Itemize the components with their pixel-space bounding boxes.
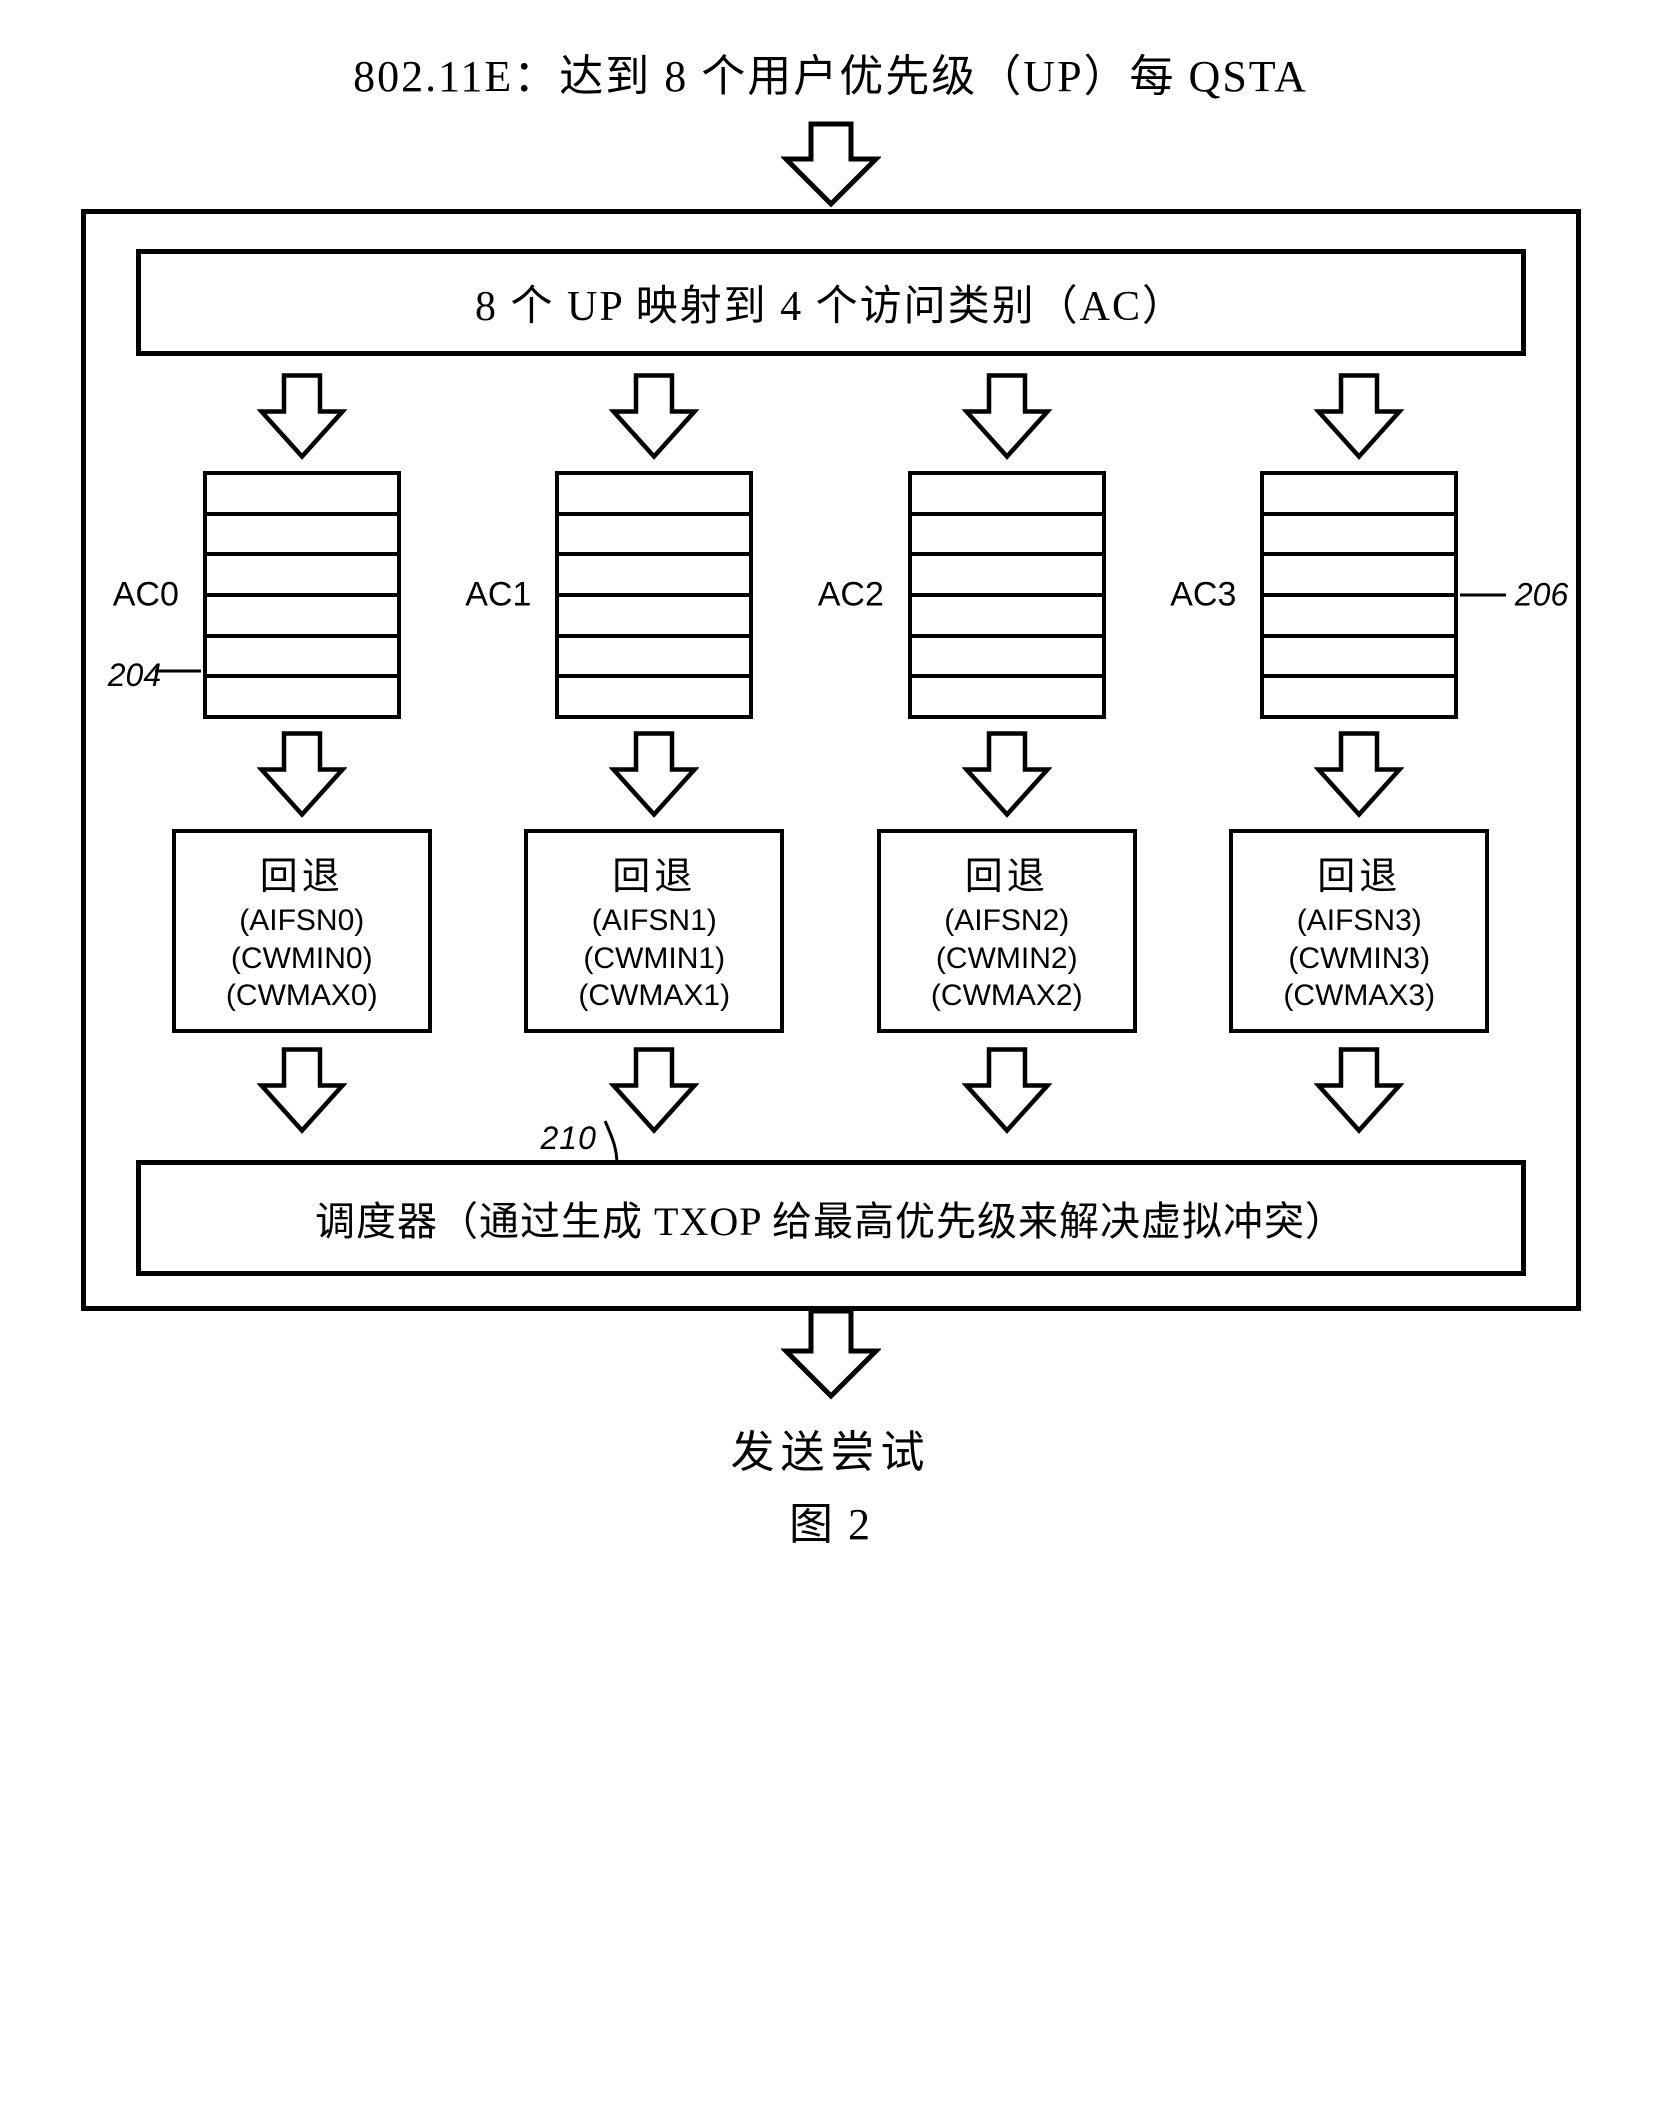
queue-slot (912, 556, 1102, 597)
backoff-column: 回退(AIFSN3)(CWMIN3)(CWMAX3) (1183, 819, 1536, 1033)
leader-line-icon (1456, 585, 1506, 605)
backoff-param: (CWMAX0) (182, 977, 422, 1015)
diagram-title: 802.11E：达到 8 个用户优先级（UP）每 QSTA (40, 40, 1621, 104)
backoff-param: (CWMAX1) (534, 977, 774, 1015)
queue-slot (559, 597, 749, 638)
arrow-down-icon (257, 1045, 347, 1135)
backoff-param: (CWMAX2) (887, 977, 1127, 1015)
reference-label: 206 (1515, 577, 1568, 614)
arrow-down-icon (962, 1045, 1052, 1135)
queue-box (203, 471, 401, 719)
backoff-title: 回退 (1239, 845, 1479, 900)
scheduler-ref-label: 210 (541, 1120, 597, 1157)
backoff-column: 回退(AIFSN1)(CWMIN1)(CWMAX1) (478, 819, 831, 1033)
backoff-title: 回退 (887, 845, 1127, 900)
columns-queues: AC0204 AC1 AC2 AC3206 (126, 461, 1536, 729)
columns-row-arrows-3 (126, 1045, 1536, 1135)
queue-column: AC2 (831, 461, 1184, 729)
scheduler-box: 210 调度器（通过生成 TXOP 给最高优先级来解决虚拟冲突） (136, 1160, 1526, 1276)
queue-slot (912, 475, 1102, 516)
queue-slot (559, 475, 749, 516)
backoff-param: (CWMIN2) (887, 940, 1127, 978)
queue-slot (1264, 556, 1454, 597)
queue-wrap: AC1 (555, 471, 753, 719)
queue-slot (1264, 678, 1454, 715)
queue-slot (207, 597, 397, 638)
queue-slot (559, 556, 749, 597)
backoff-box: 回退(AIFSN3)(CWMIN3)(CWMAX3) (1229, 829, 1489, 1033)
queue-slot (207, 678, 397, 715)
arrow-top (781, 119, 881, 209)
arrow-bottom (781, 1306, 881, 1401)
arrow-down-icon (609, 371, 699, 461)
queue-slot (559, 638, 749, 679)
queue-box (908, 471, 1106, 719)
columns-row-arrows-2 (126, 729, 1536, 819)
queue-slot (207, 516, 397, 557)
ac-label: AC3 (1170, 576, 1236, 615)
bottom-label: 发送尝试 (40, 1416, 1621, 1480)
backoff-box: 回退(AIFSN2)(CWMIN2)(CWMAX2) (877, 829, 1137, 1033)
backoff-param: (AIFSN2) (887, 902, 1127, 940)
queue-wrap: AC2 (908, 471, 1106, 719)
backoff-column: 回退(AIFSN2)(CWMIN2)(CWMAX2) (831, 819, 1184, 1033)
backoff-title: 回退 (534, 845, 774, 900)
backoff-column: 回退(AIFSN0)(CWMIN0)(CWMAX0) (126, 819, 479, 1033)
queue-slot (207, 475, 397, 516)
queue-wrap: AC0204 (203, 471, 401, 719)
leader-line-icon (603, 1119, 633, 1165)
backoff-title: 回退 (182, 845, 422, 900)
queue-column: AC1 (478, 461, 831, 729)
arrow-down-icon (1314, 371, 1404, 461)
queue-slot (912, 516, 1102, 557)
queue-slot (559, 678, 749, 715)
backoff-param: (CWMAX3) (1239, 977, 1479, 1015)
queue-slot (207, 556, 397, 597)
queue-slot (1264, 597, 1454, 638)
queue-slot (1264, 475, 1454, 516)
queue-wrap: AC3206 (1260, 471, 1458, 719)
backoff-param: (CWMIN1) (534, 940, 774, 978)
mapping-box: 8 个 UP 映射到 4 个访问类别（AC） (136, 249, 1526, 356)
ac-label: AC0 (113, 576, 179, 615)
figure-caption: 图 2 (40, 1488, 1621, 1552)
queue-slot (1264, 516, 1454, 557)
queue-slot (207, 638, 397, 679)
queue-column: AC3206 (1183, 461, 1536, 729)
queue-slot (1264, 638, 1454, 679)
backoff-box: 回退(AIFSN1)(CWMIN1)(CWMAX1) (524, 829, 784, 1033)
queue-column: AC0204 (126, 461, 479, 729)
backoff-param: (AIFSN0) (182, 902, 422, 940)
backoff-box: 回退(AIFSN0)(CWMIN0)(CWMAX0) (172, 829, 432, 1033)
queue-box (1260, 471, 1458, 719)
backoff-param: (AIFSN3) (1239, 902, 1479, 940)
backoff-param: (AIFSN1) (534, 902, 774, 940)
arrow-down-icon (962, 729, 1052, 819)
queue-slot (912, 638, 1102, 679)
ac-label: AC2 (818, 576, 884, 615)
arrow-down-icon (962, 371, 1052, 461)
columns-backoff: 回退(AIFSN0)(CWMIN0)(CWMAX0)回退(AIFSN1)(CWM… (126, 819, 1536, 1033)
ac-label: AC1 (465, 576, 531, 615)
backoff-param: (CWMIN3) (1239, 940, 1479, 978)
columns-row-arrows-1 (126, 371, 1536, 461)
queue-slot (912, 678, 1102, 715)
queue-slot (912, 597, 1102, 638)
reference-label: 204 (108, 657, 161, 694)
outer-container: 8 个 UP 映射到 4 个访问类别（AC） AC0204AC1AC2AC320… (81, 209, 1581, 1311)
arrow-down-icon (1314, 729, 1404, 819)
queue-slot (559, 516, 749, 557)
arrow-down-icon (257, 729, 347, 819)
arrow-down-icon (257, 371, 347, 461)
arrow-down-icon (609, 729, 699, 819)
queue-box (555, 471, 753, 719)
backoff-param: (CWMIN0) (182, 940, 422, 978)
arrow-down-icon (1314, 1045, 1404, 1135)
leader-line-icon (155, 661, 205, 681)
scheduler-text: 调度器（通过生成 TXOP 给最高优先级来解决虚拟冲突） (315, 1199, 1346, 1244)
